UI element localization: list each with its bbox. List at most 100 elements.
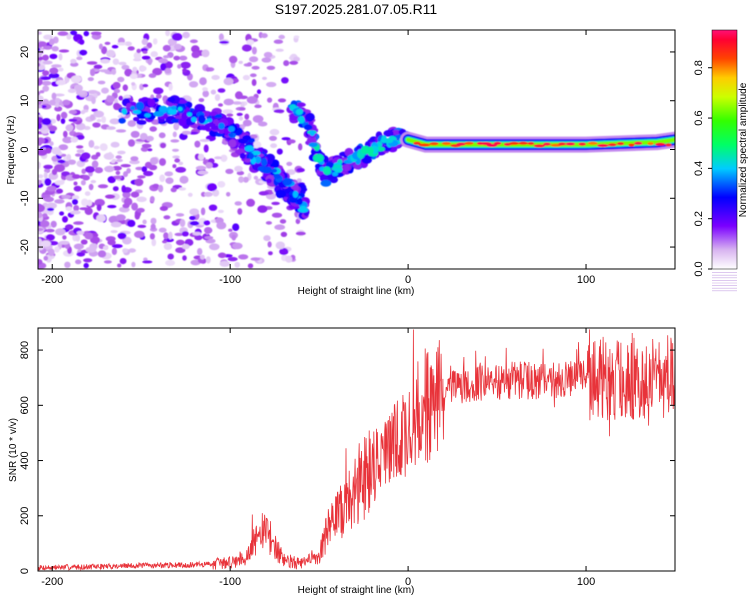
- spectrogram-noise-speckle: [150, 51, 158, 58]
- spectrogram-noise-speckle: [160, 63, 167, 71]
- spectrogram-branch-blob: [136, 119, 147, 126]
- spectrogram-noise-speckle: [287, 139, 296, 144]
- spectrogram-noise-speckle: [212, 189, 220, 197]
- spectrogram-noise-speckle: [73, 181, 78, 186]
- snr-xtick-label: -100: [219, 576, 241, 588]
- spectrogram-noise-speckle: [242, 74, 250, 81]
- colorbar: 0.0 0.2 0.4 0.6 0.8 Normalized spectral ampl…: [693, 29, 749, 292]
- spectrogram-noise-speckle: [225, 168, 234, 174]
- spectrogram-noise-speckle: [219, 260, 231, 267]
- spectrogram-noise-speckle: [38, 31, 42, 35]
- spectrogram-noise-speckle: [38, 47, 41, 52]
- spectrogram-noise-speckle: [38, 62, 41, 67]
- spectrogram-noise-speckle: [165, 177, 174, 184]
- spectrogram-noise-speckle: [204, 227, 213, 234]
- spectrogram-noise-speckle: [121, 64, 130, 70]
- spectrogram-noise-speckle: [178, 187, 187, 191]
- spectrogram-noise-speckle: [134, 230, 145, 238]
- spectrogram-noise-speckle: [205, 256, 211, 264]
- spectrogram-noise-speckle: [181, 243, 190, 250]
- spectrogram-noise-speckle: [101, 46, 108, 55]
- spectrogram-noise-speckle: [122, 248, 128, 254]
- spectrogram-noise-speckle: [99, 143, 108, 152]
- spectrogram-noise-speckle: [189, 81, 199, 88]
- spectrogram-noise-speckle: [116, 158, 123, 163]
- spectrogram-noise-speckle: [73, 205, 80, 212]
- spectrogram-noise-speckle: [124, 41, 132, 47]
- spectrogram-noise-speckle: [199, 139, 210, 142]
- spectrogram-noise-speckle: [273, 109, 285, 113]
- spectrogram-noise-speckle: [203, 144, 209, 153]
- spectrogram-noise-speckle: [83, 258, 93, 263]
- spectrogram-noise-speckle: [106, 49, 116, 58]
- spectrogram-noise-speckle: [81, 152, 91, 160]
- colorbar-tick-label: 0.0: [693, 261, 705, 276]
- spectrogram-noise-speckle: [115, 155, 122, 159]
- spectrogram-branch2-core: [308, 142, 318, 147]
- spectrogram-noise-speckle: [91, 160, 99, 169]
- spectrogram-noise-speckle: [62, 235, 67, 240]
- spectrogram-noise-speckle: [234, 261, 240, 268]
- spectrogram-noise-speckle: [195, 165, 207, 171]
- spectrogram-noise-speckle: [187, 192, 193, 197]
- spectrogram-noise-speckle: [179, 175, 189, 184]
- spectrogram-xtick-label: -100: [219, 274, 241, 286]
- spectrogram-noise-speckle: [43, 164, 53, 170]
- spectrogram-noise-speckle: [51, 92, 57, 100]
- spectrogram-noise-speckle: [270, 143, 278, 149]
- carrier-core-blob: [616, 142, 625, 146]
- spectrogram-noise-speckle: [111, 68, 117, 75]
- spectrogram-noise-speckle: [188, 131, 199, 135]
- spectrogram-noise-speckle: [43, 255, 49, 261]
- spectrogram-noise-speckle: [132, 66, 138, 72]
- chart-title: S197.2025.281.07.05.R11: [275, 1, 438, 17]
- spectrogram-noise-speckle: [72, 198, 78, 205]
- spectrogram-noise-speckle: [175, 166, 187, 173]
- snr-xtick-label: 0: [405, 576, 411, 588]
- spectrogram-branch-core: [261, 158, 268, 167]
- spectrogram-noise-speckle: [175, 213, 185, 217]
- spectrogram-noise-speckle: [42, 194, 51, 198]
- spectrogram-noise-speckle: [180, 61, 191, 69]
- spectrogram-noise-speckle: [273, 39, 284, 44]
- spectrogram-noise-speckle: [110, 141, 120, 148]
- spectrogram-noise-speckle: [38, 41, 47, 47]
- spectrogram-noise-speckle: [251, 65, 260, 70]
- spectrogram-noise-speckle: [110, 221, 122, 228]
- spectrogram-noise-speckle: [202, 87, 208, 92]
- spectrogram-noise-speckle: [127, 139, 136, 147]
- spectrogram-noise-speckle: [170, 187, 177, 193]
- spectrogram-noise-speckle: [91, 96, 96, 105]
- spectrogram-noise-speckle: [177, 64, 182, 69]
- spectrogram-noise-speckle: [91, 34, 98, 39]
- spectrogram-noise-speckle: [96, 118, 102, 123]
- spectrogram-noise-speckle: [182, 255, 187, 261]
- spectrogram-noise-speckle: [113, 102, 121, 111]
- spectrogram-noise-speckle: [38, 64, 46, 71]
- spectrogram-noise-speckle: [281, 77, 289, 84]
- spectrogram-noise-speckle: [49, 38, 55, 46]
- spectrogram-noise-speckle: [202, 90, 209, 98]
- spectrogram-noise-speckle: [81, 168, 86, 174]
- spectrogram-noise-speckle: [130, 191, 140, 198]
- spectrogram-noise-speckle: [110, 230, 118, 234]
- spectrogram-noise-speckle: [79, 39, 85, 45]
- spectrogram-noise-speckle: [238, 60, 243, 64]
- spectrogram-branch-blob: [147, 98, 156, 108]
- spectrogram-noise-speckle: [234, 165, 243, 172]
- spectrogram-noise-speckle: [76, 252, 86, 257]
- spectrogram-noise-speckle: [45, 228, 55, 233]
- spectrogram-noise-speckle: [113, 88, 121, 94]
- spectrogram-noise-speckle: [55, 228, 66, 236]
- spectrogram-branch-core: [186, 112, 193, 117]
- spectrogram-noise-speckle: [170, 139, 180, 143]
- spectrogram-noise-speckle: [295, 231, 306, 236]
- colorbar-tick-label: 0.6: [693, 110, 705, 125]
- spectrogram-noise-speckle: [266, 65, 276, 70]
- spectrogram-noise-speckle: [159, 158, 166, 166]
- spectrogram-noise-speckle: [46, 202, 57, 209]
- spectrogram-noise-speckle: [182, 68, 188, 73]
- spectrogram-noise-speckle: [163, 232, 169, 240]
- spectrogram-noise-speckle: [191, 51, 200, 59]
